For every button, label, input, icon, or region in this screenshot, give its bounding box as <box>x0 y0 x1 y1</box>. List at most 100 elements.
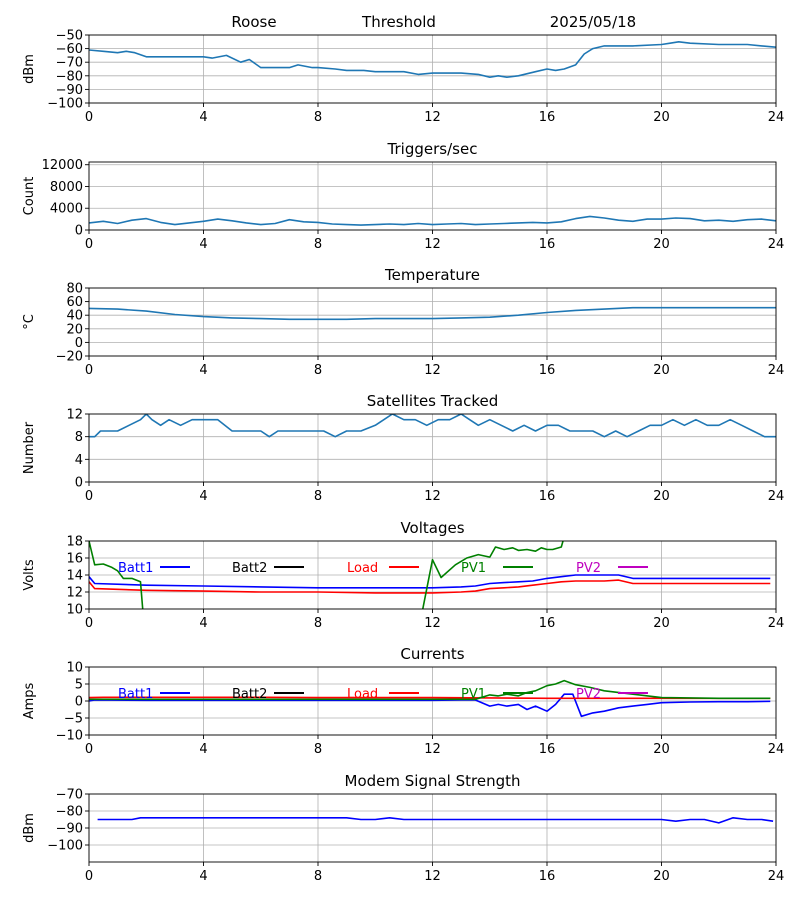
y-tick-label: 12 <box>66 586 83 601</box>
x-tick-label: 0 <box>85 616 93 631</box>
x-tick-label: 4 <box>199 489 207 504</box>
legend-label: Batt2 <box>232 561 267 576</box>
x-tick-label: 8 <box>314 237 322 252</box>
legend-label: Batt2 <box>232 687 267 702</box>
y-axis-label: Volts <box>22 559 37 591</box>
y-tick-label: 16 <box>66 552 83 567</box>
y-tick-label: 40 <box>66 309 83 324</box>
y-tick-label: 0 <box>75 695 83 710</box>
y-tick-label: −100 <box>47 839 83 854</box>
y-axis-label: dBm <box>22 54 37 84</box>
y-tick-label: 60 <box>66 295 83 310</box>
x-tick-label: 0 <box>85 869 93 884</box>
chart-title: Voltages <box>400 519 464 537</box>
series-line-load <box>89 579 771 594</box>
x-tick-label: 12 <box>424 616 441 631</box>
x-tick-label: 4 <box>199 237 207 252</box>
x-tick-label: 12 <box>424 489 441 504</box>
y-tick-label: −10 <box>56 729 83 744</box>
x-tick-label: 24 <box>768 363 785 378</box>
y-tick-label: 0 <box>75 224 83 239</box>
legend-label: Load <box>347 561 378 576</box>
y-tick-label: 4 <box>75 453 83 468</box>
x-tick-label: 12 <box>424 110 441 125</box>
y-tick-label: 8 <box>75 430 83 445</box>
x-tick-label: 8 <box>314 742 322 757</box>
chart-panel-0: 0 4 8 12 16 20 24 −50−60−70−80−90−100 dBm <box>22 29 784 126</box>
x-tick-label: 12 <box>424 742 441 757</box>
chart-panel-6: 0 4 8 12 16 20 24 −70 −80 −90 −100 Modem Signal Str… <box>22 772 784 884</box>
x-tick-label: 24 <box>768 110 785 125</box>
y-tick-label: −60 <box>56 42 83 57</box>
y-axis-label: dBm <box>22 813 37 843</box>
x-tick-label: 20 <box>653 742 670 757</box>
y-axis-label: °C <box>22 314 37 330</box>
y-tick-label: −90 <box>56 822 83 837</box>
y-tick-label: −50 <box>56 29 83 44</box>
x-tick-label: 20 <box>653 616 670 631</box>
chart-title: Triggers/sec <box>387 140 478 158</box>
x-tick-label: 24 <box>768 616 785 631</box>
y-tick-label: −70 <box>56 788 83 803</box>
series-line-0 <box>97 816 774 824</box>
y-tick-label: −100 <box>47 97 83 112</box>
x-tick-label: 20 <box>653 110 670 125</box>
x-tick-label: 0 <box>85 742 93 757</box>
legend-label: PV2 <box>576 687 601 702</box>
legend-label: Batt1 <box>118 687 153 702</box>
x-tick-label: 24 <box>768 489 785 504</box>
y-tick-label: −80 <box>56 69 83 84</box>
series-line-0 <box>89 215 776 226</box>
x-tick-label: 4 <box>199 616 207 631</box>
legend-label: PV2 <box>576 561 601 576</box>
x-tick-label: 12 <box>424 237 441 252</box>
y-tick-label: 12 <box>66 408 83 423</box>
y-tick-label: −70 <box>56 56 83 71</box>
x-tick-label: 16 <box>539 110 556 125</box>
x-tick-label: 20 <box>653 869 670 884</box>
chart-title: Temperature <box>384 266 480 284</box>
y-axis-label: Count <box>22 177 37 216</box>
series-line-0 <box>89 40 776 78</box>
y-tick-label: 0 <box>75 336 83 351</box>
series-line-pv1 <box>89 541 564 609</box>
x-tick-label: 0 <box>85 237 93 252</box>
x-tick-label: 4 <box>199 110 207 125</box>
y-tick-label: 12000 <box>42 158 83 173</box>
y-axis-label: Number <box>22 421 37 474</box>
x-tick-label: 24 <box>768 869 785 884</box>
y-axis-label: Amps <box>22 682 37 719</box>
legend-label: Batt1 <box>118 561 153 576</box>
y-tick-label: 10 <box>66 603 83 618</box>
y-tick-label: 20 <box>66 322 83 337</box>
y-tick-label: −80 <box>56 805 83 820</box>
x-tick-label: 8 <box>314 869 322 884</box>
legend-label: PV1 <box>461 561 486 576</box>
x-tick-label: 16 <box>539 616 556 631</box>
y-tick-label: 14 <box>66 569 83 584</box>
header-panel: Threshold <box>361 13 436 31</box>
x-tick-label: 4 <box>199 869 207 884</box>
x-tick-label: 24 <box>768 742 785 757</box>
x-tick-label: 4 <box>199 742 207 757</box>
x-tick-label: 16 <box>539 237 556 252</box>
y-tick-label: −90 <box>56 83 83 98</box>
x-tick-label: 16 <box>539 742 556 757</box>
x-tick-label: 8 <box>314 110 322 125</box>
chart-panel-4: 0 4 8 12 16 20 24 10 12 14 16 18 Voltages Volts Batt1 B… <box>22 519 784 631</box>
y-tick-label: −5 <box>64 712 83 727</box>
y-tick-label: 8000 <box>50 180 83 195</box>
x-tick-label: 0 <box>85 110 93 125</box>
x-tick-label: 20 <box>653 237 670 252</box>
legend-label: PV1 <box>461 687 486 702</box>
series-line-batt1 <box>89 693 771 718</box>
y-tick-label: −20 <box>56 350 83 365</box>
x-tick-label: 8 <box>314 363 322 378</box>
x-tick-label: 20 <box>653 489 670 504</box>
chart-title: Currents <box>400 645 464 663</box>
header-station: Roose <box>231 13 276 31</box>
x-tick-label: 0 <box>85 489 93 504</box>
x-tick-label: 4 <box>199 363 207 378</box>
